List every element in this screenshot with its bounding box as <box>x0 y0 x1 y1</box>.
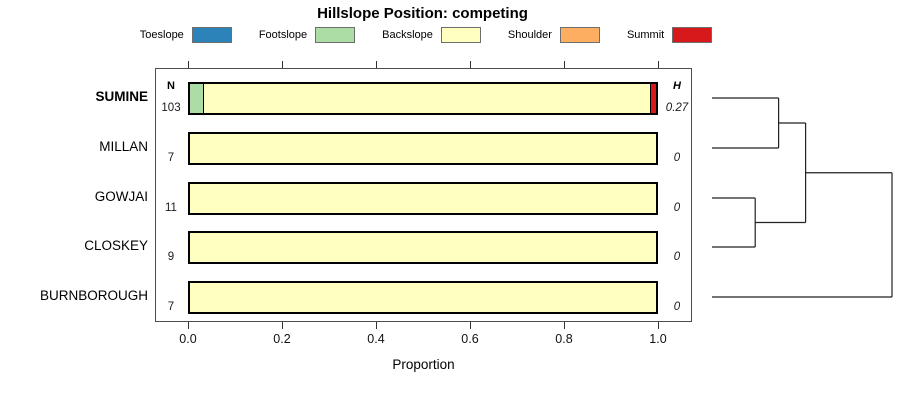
h-column-header: H <box>673 80 681 92</box>
bar-segment-footslope <box>190 83 204 113</box>
x-axis-tick-label: 0.6 <box>461 332 479 346</box>
x-axis-tick <box>187 322 189 329</box>
bar-segment-backslope <box>190 232 656 262</box>
bar-segment-backslope <box>190 282 656 312</box>
x-axis-tick <box>375 61 377 68</box>
x-axis-tick <box>469 61 471 68</box>
n-value: 7 <box>167 301 175 313</box>
legend-item-shoulder: Shoulder <box>508 27 600 43</box>
chart-title: Hillslope Position: competing <box>317 5 528 22</box>
h-value: 0 <box>673 202 681 214</box>
legend-item-footslope: Footslope <box>258 27 356 43</box>
bar-gowjai <box>188 181 658 215</box>
legend-label: Shoulder <box>507 29 552 41</box>
bar-burnborough <box>188 280 658 314</box>
dendrogram-lines <box>712 97 893 298</box>
x-axis-tick <box>563 61 565 68</box>
x-axis-tick <box>187 61 189 68</box>
legend-item-summit: Summit <box>626 27 713 43</box>
n-column-header: N <box>167 80 175 92</box>
bar-sumine <box>188 81 658 115</box>
legend-swatch-shoulder <box>559 27 600 43</box>
legend-item-toeslope: Toeslope <box>140 27 232 43</box>
bar-segment-summit <box>649 83 656 113</box>
n-value: 11 <box>165 202 177 214</box>
legend-label: Summit <box>626 29 665 41</box>
n-value: 103 <box>161 102 181 114</box>
bar-millan <box>188 131 658 165</box>
x-axis-tick-label: 1.0 <box>649 332 667 346</box>
bar-segment-backslope <box>203 83 650 113</box>
x-axis-tick-label: 0.0 <box>179 332 197 346</box>
n-value: 9 <box>167 251 175 263</box>
row-label-sumine: SUMINE <box>95 89 148 104</box>
legend: Toeslope Footslope Backslope Shoulder Summit <box>0 27 852 43</box>
row-label-gowjai: GOWJAI <box>94 189 148 204</box>
legend-label: Backslope <box>382 29 433 41</box>
bar-segment-backslope <box>190 133 656 163</box>
h-value: 0 <box>673 251 681 263</box>
legend-label: Toeslope <box>139 29 184 41</box>
row-label-burnborough: BURNBOROUGH <box>39 288 148 303</box>
x-axis-tick <box>657 322 659 329</box>
legend-label: Footslope <box>258 29 308 41</box>
legend-swatch-summit <box>672 27 713 43</box>
bar-segment-backslope <box>190 183 656 213</box>
h-value: 0.27 <box>665 102 689 114</box>
plot-area <box>155 68 692 322</box>
x-axis-tick <box>281 61 283 68</box>
x-axis-tick-label: 0.8 <box>555 332 573 346</box>
x-axis-tick <box>657 61 659 68</box>
row-label-closkey: CLOSKEY <box>84 238 148 253</box>
legend-swatch-backslope <box>440 27 481 43</box>
x-axis-tick <box>375 322 377 329</box>
h-value: 0 <box>673 301 681 313</box>
n-value: 7 <box>167 152 175 164</box>
legend-swatch-toeslope <box>191 27 232 43</box>
x-axis-tick-label: 0.2 <box>273 332 291 346</box>
legend-swatch-footslope <box>315 27 356 43</box>
x-axis-tick <box>281 322 283 329</box>
x-axis-tick <box>469 322 471 329</box>
legend-item-backslope: Backslope <box>382 27 481 43</box>
h-value: 0 <box>673 152 681 164</box>
bar-closkey <box>188 230 658 264</box>
x-axis-tick <box>563 322 565 329</box>
x-axis-label: Proportion <box>392 357 455 372</box>
row-label-millan: MILLAN <box>99 139 148 154</box>
x-axis-tick-label: 0.4 <box>367 332 385 346</box>
